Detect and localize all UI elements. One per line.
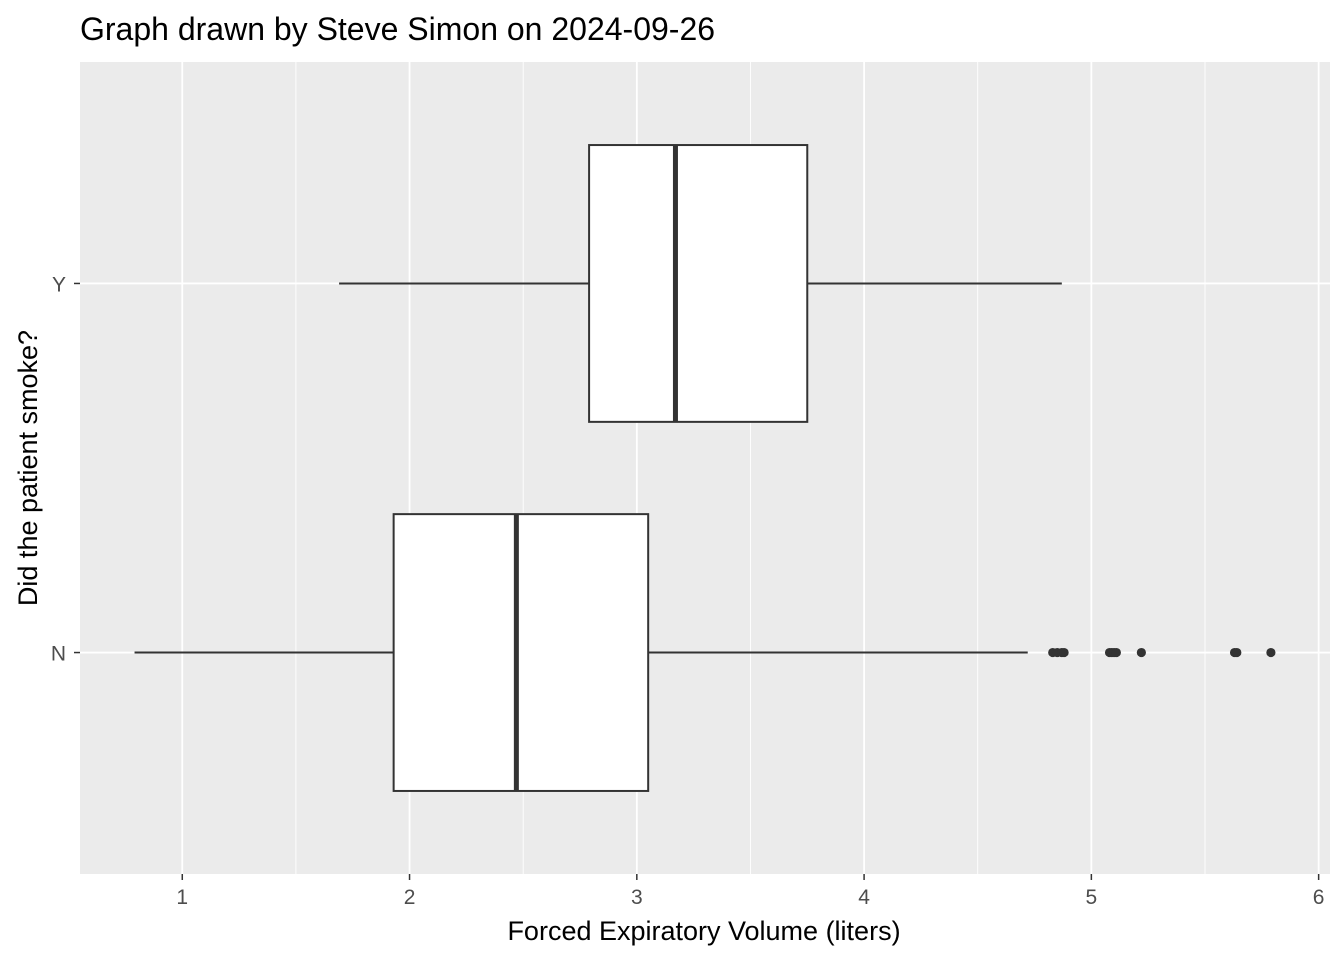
boxes: [134, 144, 1276, 792]
axes: 1 2 3 4 5 6 N Y: [51, 273, 1325, 909]
iqr-box: [588, 144, 809, 423]
x-tick-label: 6: [1313, 886, 1325, 909]
x-tick-label: 5: [1086, 886, 1098, 909]
x-tick-label: 2: [404, 886, 416, 909]
x-tick-label: 3: [631, 886, 643, 909]
y-axis-title: Did the patient smoke?: [13, 330, 43, 606]
outlier-point: [1266, 647, 1276, 658]
y-tick-label: N: [51, 643, 66, 666]
box-N: [134, 513, 1276, 792]
outlier-point: [1111, 647, 1121, 658]
outlier-point: [1136, 647, 1146, 658]
iqr-box: [392, 513, 650, 792]
y-tick-label: Y: [52, 273, 66, 296]
x-axis-title: Forced Expiratory Volume (liters): [507, 916, 900, 946]
chart-title: Graph drawn by Steve Simon on 2024-09-26: [80, 11, 715, 47]
box-Y: [339, 144, 1062, 423]
outlier-point: [1059, 647, 1069, 658]
x-tick-label: 4: [858, 886, 870, 909]
x-tick-label: 1: [176, 886, 188, 909]
outlier-point: [1232, 647, 1242, 658]
